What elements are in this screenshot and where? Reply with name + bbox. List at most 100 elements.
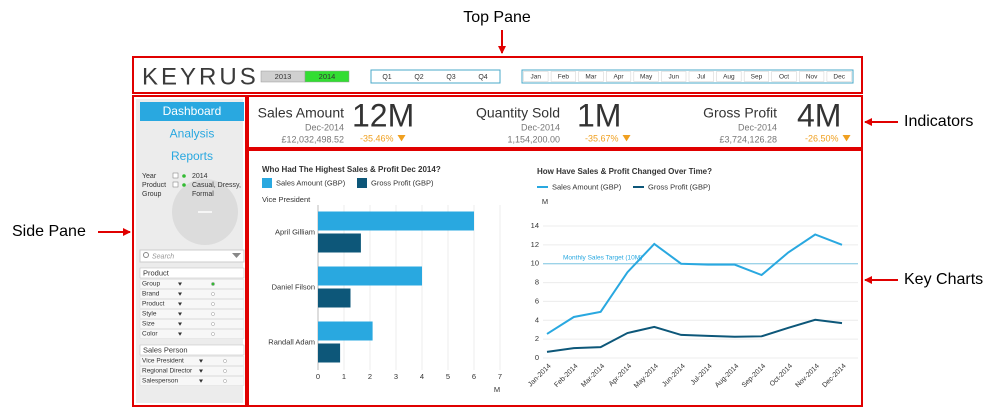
nav-item[interactable]: Dashboard — [163, 104, 222, 118]
section-header — [139, 267, 245, 279]
filter-checkbox[interactable] — [172, 181, 179, 188]
y-tick-label: 0 — [535, 353, 539, 362]
x-tick-label: 6 — [472, 372, 476, 381]
month-cell[interactable] — [633, 71, 659, 82]
month-label: Jun — [668, 74, 679, 81]
field-dropdown — [178, 302, 182, 306]
field-row[interactable] — [139, 319, 245, 329]
month-cell[interactable] — [771, 71, 797, 82]
field-label: Vice President — [142, 358, 184, 365]
year-button[interactable] — [304, 70, 350, 83]
filter-label: Year — [142, 173, 157, 180]
month-cell[interactable] — [661, 71, 687, 82]
x-tick-label: 3 — [394, 372, 398, 381]
chart-title: How Have Sales & Profit Changed Over Tim… — [537, 167, 712, 176]
field-dot — [211, 302, 215, 306]
field-row[interactable] — [139, 329, 245, 339]
filter-dot — [182, 174, 186, 178]
filter-value: 2014 — [192, 173, 208, 180]
search-placeholder: Search — [152, 253, 174, 260]
section-header — [139, 344, 245, 356]
x-tick-label: Aug-2014 — [714, 363, 740, 389]
month-label: Jul — [697, 74, 706, 81]
year-label: 2013 — [275, 72, 292, 81]
legend-label: Sales Amount (GBP) — [552, 182, 622, 191]
month-label: Apr — [613, 74, 624, 81]
indicators-box — [247, 95, 863, 149]
bar — [318, 266, 422, 286]
nav-item[interactable]: Analysis — [170, 127, 215, 141]
filter-label: Group — [142, 191, 162, 198]
month-cell[interactable] — [799, 71, 825, 82]
x-tick-label: Apr-2014 — [608, 363, 633, 388]
field-row[interactable] — [139, 289, 245, 299]
category-label: April Gilliam — [275, 227, 315, 236]
field-row[interactable] — [139, 356, 245, 366]
y-tick-label: 12 — [531, 240, 539, 249]
month-cell[interactable] — [688, 71, 714, 82]
month-cell[interactable] — [606, 71, 632, 82]
quarter-slicer — [370, 69, 501, 84]
y-tick-label: 10 — [531, 259, 539, 268]
indicator-period: Dec-2014 — [521, 122, 560, 132]
field-row[interactable] — [139, 299, 245, 309]
x-tick-label: 5 — [446, 372, 450, 381]
quarter-label[interactable]: Q2 — [414, 74, 423, 81]
month-cell[interactable] — [523, 71, 549, 82]
quarter-label[interactable]: Q1 — [382, 74, 391, 81]
x-axis-unit: M — [494, 385, 500, 394]
field-label: Group — [142, 281, 160, 288]
nav-item[interactable]: Reports — [171, 149, 213, 163]
month-cell[interactable] — [826, 71, 852, 82]
series-line — [546, 233, 843, 335]
y-tick-label: 8 — [535, 278, 539, 287]
section-title: Product — [143, 268, 170, 277]
quarter-label[interactable]: Q3 — [446, 74, 455, 81]
search-box[interactable] — [139, 249, 245, 263]
field-label: Salesperson — [142, 378, 179, 385]
indicator-change: -26.50% — [805, 133, 839, 143]
x-tick-label: Jan-2014 — [527, 363, 553, 389]
x-tick-label: Sep-2014 — [741, 363, 767, 389]
indicator-period: Dec-2014 — [738, 122, 777, 132]
side-pane-box — [132, 95, 247, 407]
field-dot — [211, 292, 215, 296]
field-dropdown — [199, 359, 203, 363]
field-row[interactable] — [139, 279, 245, 289]
x-tick-label: May-2014 — [633, 363, 660, 390]
legend-label: Gross Profit (GBP) — [648, 182, 711, 191]
month-cell[interactable] — [716, 71, 742, 82]
x-tick-label: Oct-2014 — [769, 363, 794, 388]
indicator-amount: £12,032,498.52 — [281, 134, 344, 144]
filter-checkbox[interactable] — [172, 172, 179, 179]
reference-label: Monthly Sales Target (10M) — [563, 254, 642, 261]
indicator-value: 12M — [352, 97, 414, 133]
filter-value: Casual, Dressy, — [192, 182, 241, 189]
logo: KEYRUS — [142, 63, 259, 90]
field-dot — [223, 359, 227, 363]
month-cell[interactable] — [578, 71, 604, 82]
indicator-change: -35.67% — [585, 133, 619, 143]
month-cell[interactable] — [743, 71, 770, 82]
field-dropdown — [178, 332, 182, 336]
indicator-label: Gross Profit — [703, 105, 777, 121]
month-label: Dec — [833, 74, 845, 81]
field-row[interactable] — [139, 309, 245, 319]
month-slicer — [521, 69, 854, 84]
field-label: Style — [142, 311, 157, 318]
quarter-label[interactable]: Q4 — [478, 74, 487, 81]
indicator-amount: £3,724,126.28 — [719, 134, 777, 144]
month-cell[interactable] — [550, 71, 576, 82]
field-row[interactable] — [139, 366, 245, 376]
indicator-value: 4M — [797, 97, 841, 133]
field-dot — [223, 369, 227, 373]
field-dropdown — [178, 282, 182, 286]
bar — [318, 321, 373, 341]
field-row[interactable] — [139, 376, 245, 386]
month-label: Nov — [806, 74, 818, 81]
top-pane-box — [132, 56, 863, 94]
x-tick-label: Feb-2014 — [553, 363, 579, 389]
down-arrow-icon — [842, 135, 851, 142]
x-tick-label: 0 — [316, 372, 320, 381]
year-label: 2014 — [319, 72, 336, 81]
